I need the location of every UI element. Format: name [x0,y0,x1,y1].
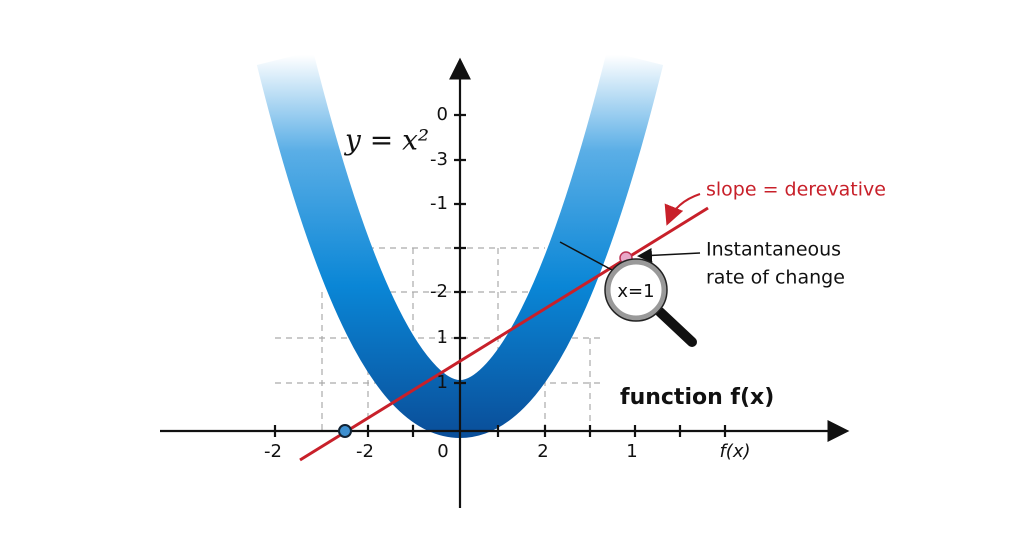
equation: y = x² [343,124,429,157]
y-axis-labels: 0 -3 -1 -2 1 1 [430,104,448,393]
y-label: 1 [437,327,448,348]
rate-label: rate of change [706,267,845,289]
x-axis-labels: -2 -2 0 2 1 f(x) [264,441,751,462]
y-label: -3 [430,149,448,170]
x-label: -2 [264,441,282,462]
x-label: 0 [437,441,448,462]
tick-line [559,241,613,271]
rate-label: Instantaneous [706,239,841,261]
root-dot [338,424,352,438]
y-label: -1 [430,193,448,214]
y-label: -2 [430,281,448,302]
magnifier: x=1 [604,258,697,347]
magnifier-label: x=1 [617,281,654,302]
slope-label: slope = derevative [706,179,886,201]
axes [160,57,850,508]
slope-arrow [664,193,701,226]
function-label: function f(x) [620,385,774,410]
x-label: f(x) [719,441,750,462]
rate-arrow [637,247,701,263]
x-label: 2 [537,441,548,462]
x-label: 1 [626,441,637,462]
y-label: 0 [437,104,448,125]
x-label: -2 [356,441,374,462]
y-label: 1 [437,372,448,393]
